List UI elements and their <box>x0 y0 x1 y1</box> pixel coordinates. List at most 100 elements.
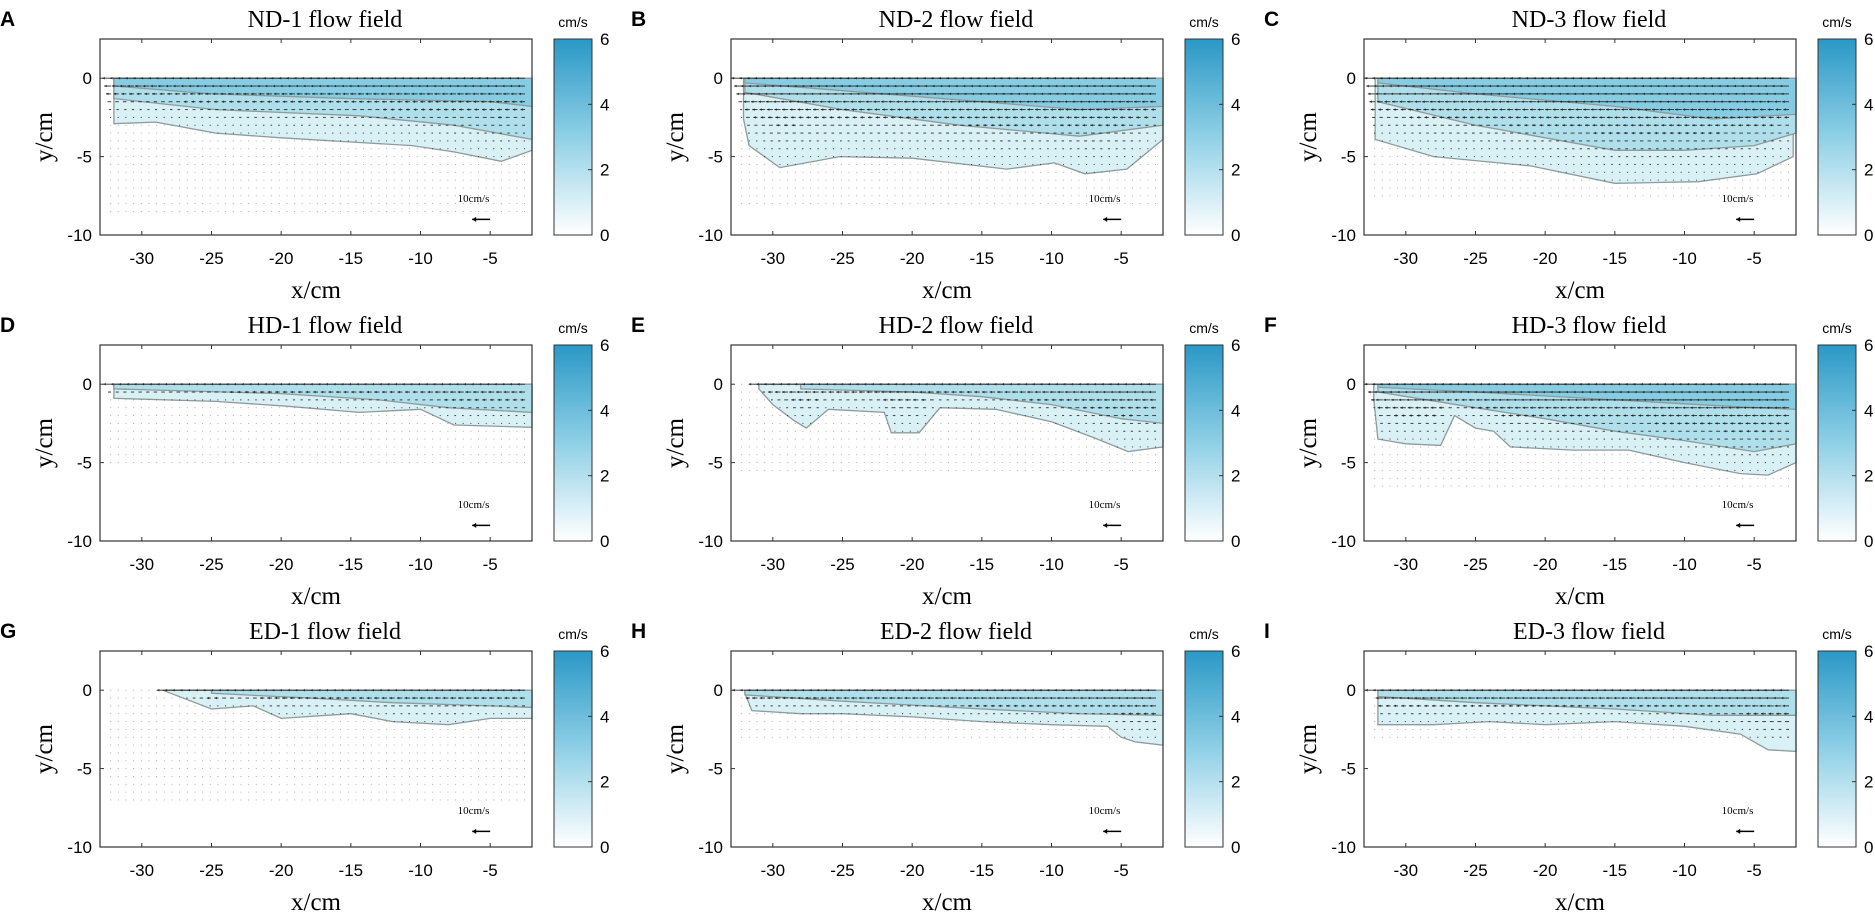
colorbar-unit-label: cm/s <box>558 320 588 336</box>
y-tick-label: -5 <box>708 148 723 167</box>
x-tick-label: -30 <box>761 249 786 268</box>
x-tick-label: -20 <box>269 555 294 574</box>
reference-arrow <box>1103 217 1121 222</box>
panel-label: E <box>631 314 645 337</box>
velocity-vector <box>106 93 111 96</box>
x-axis-label: x/cm <box>291 277 342 304</box>
panel-label: B <box>631 8 646 31</box>
x-axis-label: x/cm <box>922 583 973 610</box>
x-axis-label: x/cm <box>291 583 342 610</box>
colorbar-tick-label: 6 <box>1231 336 1240 355</box>
chart-title: HD-3 flow field <box>1512 313 1667 339</box>
colorbar <box>1185 345 1223 541</box>
reference-arrow <box>472 523 490 528</box>
panel-label: C <box>1264 8 1279 31</box>
y-tick-label: -10 <box>67 532 92 551</box>
colorbar-tick-label: 4 <box>1864 95 1873 114</box>
colorbar-tick-label: 2 <box>600 161 609 180</box>
colorbar-tick-label: 4 <box>600 401 609 420</box>
y-axis-label: y/cm <box>662 111 689 162</box>
colorbar-tick-label: 0 <box>600 532 609 551</box>
reference-vector-label: 10cm/s <box>458 193 490 205</box>
colorbar <box>554 39 592 235</box>
velocity-vector <box>1369 100 1375 103</box>
colorbar-tick-label: 0 <box>1231 226 1240 245</box>
velocity-vector <box>736 93 742 96</box>
x-axis-label: x/cm <box>922 277 973 304</box>
y-tick-label: -5 <box>708 454 723 473</box>
x-tick-label: -25 <box>830 555 855 574</box>
colorbar <box>1818 39 1856 235</box>
x-tick-label: -5 <box>483 249 498 268</box>
y-tick-label: 0 <box>1347 69 1356 88</box>
x-tick-label: -10 <box>1672 249 1697 268</box>
x-tick-label: -30 <box>130 555 155 574</box>
colorbar-tick-label: 0 <box>600 226 609 245</box>
x-tick-label: -20 <box>1533 249 1558 268</box>
plot-frame <box>100 345 532 541</box>
velocity-vector <box>1366 85 1375 88</box>
velocity-vector <box>749 383 758 386</box>
y-tick-label: 0 <box>714 375 723 394</box>
x-tick-label: -10 <box>1039 249 1064 268</box>
colorbar-unit-label: cm/s <box>558 14 588 30</box>
reference-vector-label: 10cm/s <box>1089 499 1121 511</box>
reference-vector-label: 10cm/s <box>1089 193 1121 205</box>
x-axis-label: x/cm <box>1555 277 1606 304</box>
x-tick-label: -20 <box>900 249 925 268</box>
colorbar-tick-label: 2 <box>1231 161 1240 180</box>
x-tick-label: -25 <box>199 249 224 268</box>
reference-arrow <box>1736 217 1754 222</box>
colorbar-tick-label: 6 <box>1231 30 1240 49</box>
x-tick-label: -25 <box>199 555 224 574</box>
colorbar-tick-label: 4 <box>600 95 609 114</box>
reference-arrow <box>1103 523 1121 528</box>
colorbar <box>1185 39 1223 235</box>
x-tick-label: -10 <box>408 249 433 268</box>
reference-vector-label: 10cm/s <box>1722 193 1754 205</box>
x-tick-label: -15 <box>1603 249 1628 268</box>
x-tick-label: -15 <box>970 249 995 268</box>
y-tick-label: -10 <box>1331 226 1356 245</box>
y-axis-label: y/cm <box>31 417 58 468</box>
x-tick-label: -15 <box>970 555 995 574</box>
velocity-vector <box>1368 93 1375 96</box>
x-tick-label: -5 <box>1114 249 1129 268</box>
colorbar-tick-label: 2 <box>1864 161 1873 180</box>
y-tick-label: -5 <box>77 454 92 473</box>
colorbar-unit-label: cm/s <box>1822 14 1852 30</box>
x-tick-label: -5 <box>483 555 498 574</box>
x-tick-label: -25 <box>830 249 855 268</box>
x-tick-label: -10 <box>1039 555 1064 574</box>
colorbar-tick-label: 4 <box>1231 401 1240 420</box>
colorbar <box>554 345 592 541</box>
y-tick-label: -5 <box>77 148 92 167</box>
colorbar-tick-label: 6 <box>600 30 609 49</box>
x-tick-label: -25 <box>1463 249 1488 268</box>
plot-frame <box>731 345 1163 541</box>
y-tick-label: 0 <box>83 69 92 88</box>
x-tick-label: -10 <box>408 555 433 574</box>
panel-label: A <box>0 8 15 31</box>
colorbar-tick-label: 2 <box>1231 467 1240 486</box>
chart-title: HD-2 flow field <box>879 313 1034 339</box>
y-tick-label: 0 <box>714 69 723 88</box>
chart-title: ND-1 flow field <box>248 7 403 33</box>
colorbar-tick-label: 0 <box>1231 532 1240 551</box>
velocity-vector <box>103 383 111 386</box>
colorbar-tick-label: 4 <box>1231 95 1240 114</box>
y-axis-label: y/cm <box>1295 111 1322 162</box>
x-tick-label: -20 <box>900 555 925 574</box>
colorbar-unit-label: cm/s <box>1189 14 1219 30</box>
x-tick-label: -15 <box>339 249 364 268</box>
